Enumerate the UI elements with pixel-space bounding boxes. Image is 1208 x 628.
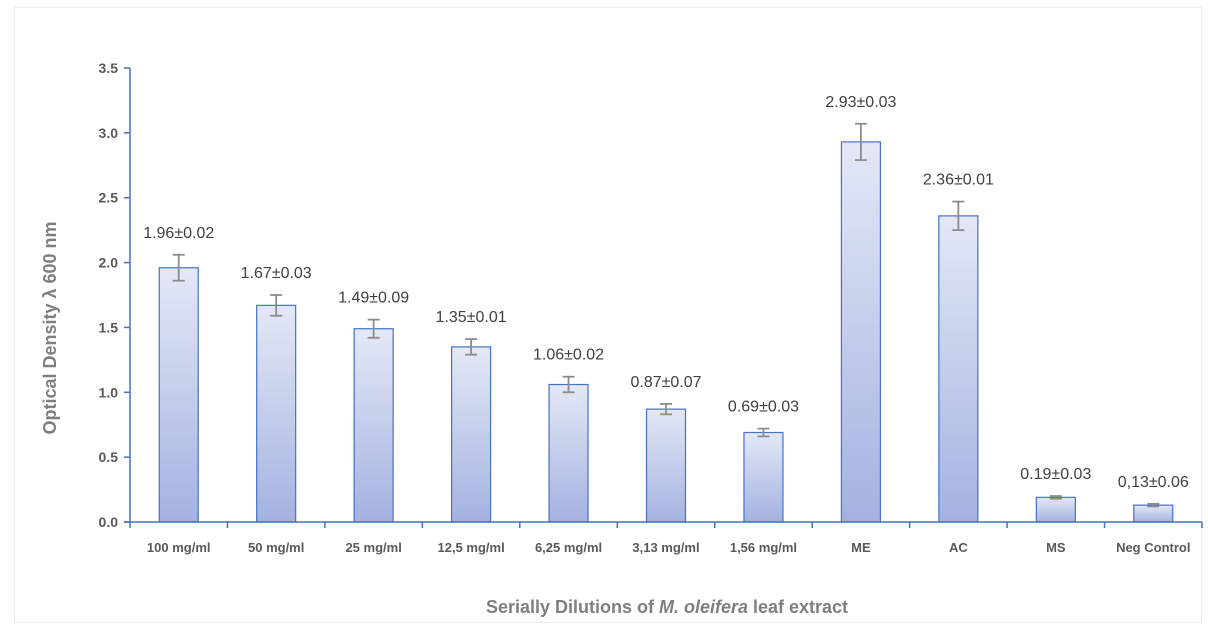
error-bar: [367, 318, 380, 339]
error-bar: [172, 253, 185, 282]
error-bar: [562, 375, 575, 394]
bar: [743, 431, 784, 523]
bar: [451, 346, 492, 523]
data-label: 0.19±0.03: [1020, 466, 1091, 483]
x-tick-label: AC: [949, 540, 968, 555]
x-tick-label: 3,13 mg/ml: [632, 540, 699, 555]
bar: [1133, 504, 1174, 523]
bars: [158, 122, 1174, 523]
bar: [1035, 496, 1076, 523]
y-tick-label: 0.5: [99, 449, 119, 465]
bar: [158, 267, 199, 523]
error-bar: [1049, 495, 1062, 500]
bar: [645, 408, 687, 523]
chart-frame: [14, 7, 1202, 623]
x-tick-label: ME: [851, 540, 871, 555]
labels: 1.96±0.02 100 mg/ml 1.67±0.03 50 mg/ml 1.49±…: [99, 60, 1191, 555]
error-bar: [1147, 502, 1160, 508]
data-label: 2.36±0.01: [923, 172, 994, 189]
y-axis-title: Optical Density λ 600 nm: [40, 221, 60, 434]
x-tick-label: MS: [1046, 540, 1066, 555]
error-bar: [660, 403, 672, 416]
x-tick-label: 100 mg/ml: [147, 540, 211, 555]
bar: [840, 141, 881, 523]
x-tick-label: 50 mg/ml: [248, 540, 304, 555]
y-tick-label: 2.5: [99, 190, 119, 206]
bar: [256, 304, 297, 523]
data-label: 1.35±0.01: [436, 309, 507, 326]
x-axis-title-part-1: Serially Dilutions of: [486, 597, 659, 617]
error-bar: [757, 427, 770, 438]
bar: [938, 215, 979, 523]
bar: [353, 328, 394, 523]
data-label: 0.69±0.03: [728, 399, 799, 416]
error-bar: [854, 122, 867, 161]
data-label: 1.67±0.03: [241, 265, 312, 282]
data-label: 1.96±0.02: [143, 225, 214, 242]
data-label: 1.06±0.02: [533, 347, 604, 364]
x-tick-label: 1,56 mg/ml: [730, 540, 797, 555]
data-label: 1.49±0.09: [338, 290, 409, 307]
error-bar: [465, 338, 478, 356]
bar: [548, 383, 589, 523]
data-label: 0,13±0.06: [1118, 474, 1189, 491]
error-bar: [270, 294, 283, 317]
y-tick-label: 2.0: [99, 255, 119, 271]
data-label: 2.93±0.03: [825, 94, 896, 111]
x-tick-label: Neg Control: [1116, 540, 1190, 555]
axes: [124, 67, 1203, 528]
x-axis-title-part-3: leaf extract: [748, 597, 848, 617]
y-tick-label: 1.0: [99, 384, 119, 400]
data-label: 0.87±0.07: [630, 374, 701, 391]
x-axis-title: Serially Dilutions of M. oleifera leaf e…: [486, 597, 848, 617]
x-tick-label: 25 mg/ml: [345, 540, 401, 555]
x-tick-label: 6,25 mg/ml: [535, 540, 602, 555]
x-axis-title-species: M. oleifera: [659, 597, 748, 617]
y-tick-label: 0.0: [99, 514, 119, 530]
y-tick-label: 1.5: [99, 319, 119, 335]
y-tick-label: 3.5: [99, 60, 119, 76]
x-tick-label: 12,5 mg/ml: [437, 540, 504, 555]
error-bar: [952, 200, 965, 232]
y-tick-label: 3.0: [99, 125, 119, 141]
